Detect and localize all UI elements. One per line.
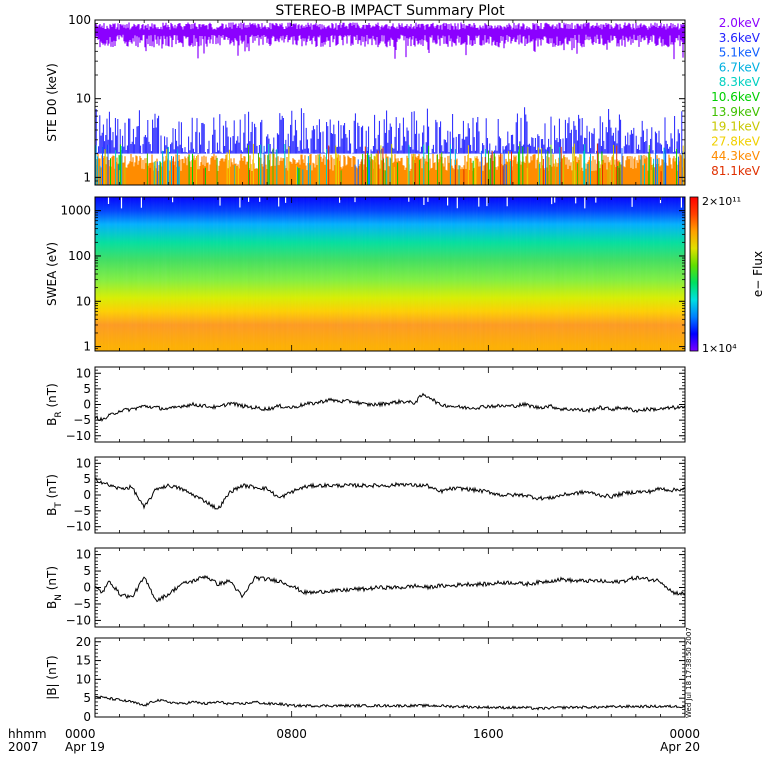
y-tick-label: 10 xyxy=(76,548,91,562)
legend-entry: 5.1keV xyxy=(719,46,761,60)
panel-frame xyxy=(94,19,686,186)
y-tick-label: −10 xyxy=(66,613,91,627)
y-axis-label: |B| (nT) xyxy=(45,655,59,699)
ste-series-2.0keV xyxy=(95,22,685,60)
ste-series-19.1keV xyxy=(118,143,614,185)
y-tick-label: 5 xyxy=(83,564,91,578)
y-tick-label: −10 xyxy=(66,429,91,443)
panel-frame xyxy=(94,456,686,534)
bmag-trace xyxy=(95,695,685,711)
date-label: Apr 19 xyxy=(65,740,105,754)
colorbar-label: e− Flux xyxy=(751,251,765,297)
bt-trace xyxy=(95,477,685,510)
ste-series-27.8keV xyxy=(104,143,684,185)
legend-entry: 27.8keV xyxy=(711,134,761,148)
y-tick-label: 1 xyxy=(83,170,91,184)
ste-legend: 2.0keV3.6keV5.1keV6.7keV8.3keV10.6keV13.… xyxy=(711,16,761,178)
ste-panel: 1 10 100 STE D0 (keV) xyxy=(45,13,686,186)
y-tick-label: 15 xyxy=(76,654,91,668)
colorbar-gradient xyxy=(689,196,699,352)
br-trace xyxy=(95,392,685,422)
legend-entry: 19.1keV xyxy=(711,120,761,134)
ste-series-81.1keV xyxy=(149,143,662,185)
panel-frame xyxy=(94,366,686,443)
y-axis-label: BT (nT) xyxy=(45,474,64,516)
swea-texture xyxy=(95,197,685,351)
y-tick-label: 10 xyxy=(76,92,91,106)
ste-series-3.6keV xyxy=(95,107,685,154)
legend-entry: 6.7keV xyxy=(719,60,761,74)
time-tick-label: 0000 xyxy=(669,727,700,741)
y-tick-label: 0 xyxy=(83,581,91,595)
y-axis-label: SWEA (eV) xyxy=(45,242,59,306)
legend-entry: 44.3keV xyxy=(711,149,761,163)
y-tick-label: 100 xyxy=(68,13,91,27)
legend-entry: 8.3keV xyxy=(719,75,761,89)
legend-entry: 3.6keV xyxy=(719,31,761,45)
legend-entry: 2.0keV xyxy=(719,16,761,30)
time-tick-label: 1600 xyxy=(473,727,504,741)
y-tick-label: −5 xyxy=(73,597,91,611)
y-axis-label: BR (nT) xyxy=(45,383,64,426)
y-tick-label: −10 xyxy=(66,520,91,534)
y-tick-label: 10 xyxy=(76,456,91,470)
ste-series-13.9keV xyxy=(146,143,654,185)
y-tick-label: −5 xyxy=(73,504,91,518)
y-tick-label: 5 xyxy=(83,691,91,705)
y-tick-label: −5 xyxy=(73,413,91,427)
panel-frame xyxy=(94,196,686,352)
y-tick-label: 10 xyxy=(76,366,91,380)
colorbar: 2×10¹¹ 1×10⁴ e− Flux xyxy=(689,195,765,355)
y-tick-label: 1 xyxy=(83,340,91,354)
y-tick-label: 10 xyxy=(76,672,91,686)
br-panel: −10 −50 5 10 BR (nT) xyxy=(45,366,686,443)
y-tick-label: 100 xyxy=(68,249,91,263)
bmag-panel: 0 5 10 15 20 |B| (nT) xyxy=(45,635,686,724)
y-tick-label: 0 xyxy=(83,398,91,412)
plot-title: STEREO-B IMPACT Summary Plot xyxy=(275,3,505,19)
bn-trace xyxy=(95,574,685,603)
y-tick-label: 0 xyxy=(83,710,91,724)
side-stamp: Wed Jul 18 17:38:50 2007 xyxy=(685,627,693,718)
panel-frame xyxy=(94,547,686,628)
bt-panel: −10 −5 0 5 10 BT (nT) xyxy=(45,456,686,534)
time-tick-label: 0800 xyxy=(276,727,307,741)
swea-data-gaps xyxy=(107,197,682,209)
panel-frame xyxy=(94,637,686,718)
y-tick-label: 5 xyxy=(83,382,91,396)
time-tick-label: 0000 xyxy=(65,727,96,741)
y-tick-label: 10 xyxy=(76,294,91,308)
legend-entry: 13.9keV xyxy=(711,105,761,119)
y-tick-label: 1000 xyxy=(60,204,91,218)
legend-entry: 81.1keV xyxy=(711,164,761,178)
footer-row1-label: hhmm xyxy=(8,727,47,741)
footer-row2-label: 2007 xyxy=(8,740,39,754)
legend-entry: 10.6keV xyxy=(711,90,761,104)
y-axis-label: STE D0 (keV) xyxy=(45,63,59,142)
bn-panel: −10 −5 0 5 10 BN (nT) xyxy=(45,547,686,628)
y-tick-label: 0 xyxy=(83,488,91,502)
swea-panel: 1 10 100 1000 SWEA (eV) xyxy=(45,196,686,354)
ste-series-6.7keV xyxy=(95,144,665,185)
colorbar-bottom-label: 1×10⁴ xyxy=(702,342,737,355)
y-tick-label: 20 xyxy=(76,635,91,649)
ste-traces xyxy=(95,22,685,185)
y-axis-label: BN (nT) xyxy=(45,566,64,609)
date-label: Apr 20 xyxy=(660,740,700,754)
colorbar-top-label: 2×10¹¹ xyxy=(702,195,741,208)
y-tick-label: 5 xyxy=(83,472,91,486)
